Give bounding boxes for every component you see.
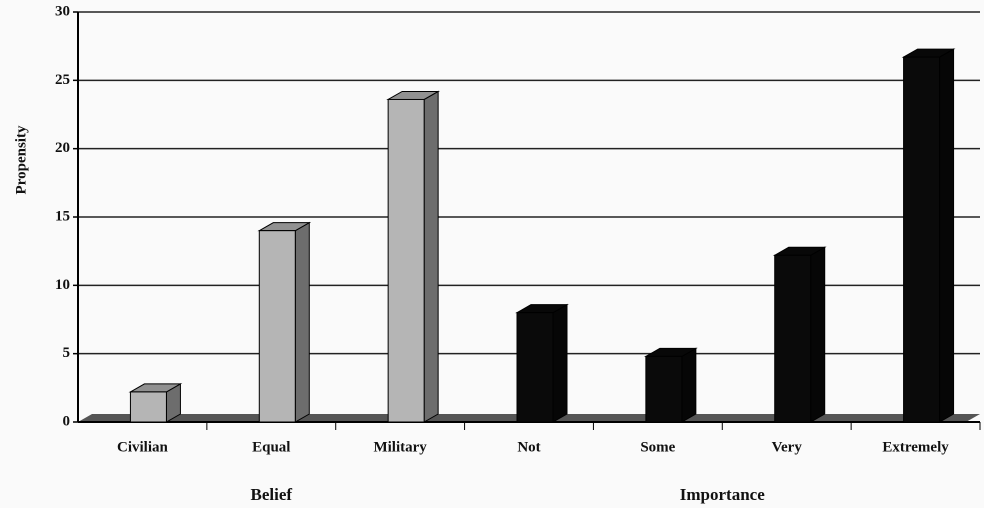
y-tick-label: 15	[55, 208, 70, 224]
group-label: Belief	[251, 485, 293, 504]
bar-front	[387, 98, 425, 423]
x-tick-label: Civilian	[117, 439, 169, 455]
bar-front	[903, 56, 941, 423]
bar	[128, 383, 183, 423]
group-label: Importance	[680, 485, 765, 504]
x-tick-label: Extremely	[882, 439, 949, 455]
bar-side	[423, 90, 439, 423]
y-tick-label: 10	[55, 277, 70, 293]
bar-front	[645, 355, 683, 423]
bar	[515, 303, 569, 423]
bar-front	[129, 391, 167, 423]
bar-side	[681, 347, 697, 423]
bar-side	[939, 48, 955, 423]
y-tick-label: 30	[55, 3, 70, 19]
bar	[901, 48, 956, 423]
y-tick-label: 25	[55, 72, 70, 88]
bar	[386, 90, 441, 423]
y-tick-label: 5	[63, 345, 71, 361]
x-tick-label: Some	[640, 439, 675, 455]
x-tick-label: Not	[517, 439, 540, 455]
bar	[257, 221, 312, 423]
bar-side	[552, 303, 568, 423]
bar-front	[516, 312, 554, 423]
y-tick-label: 0	[63, 413, 71, 429]
bar-front	[774, 254, 812, 423]
bar-side	[294, 221, 310, 423]
bar-side	[810, 246, 826, 423]
bar	[643, 347, 698, 423]
bar-front	[258, 230, 296, 423]
y-axis-label: Propensity	[13, 125, 29, 194]
y-tick-label: 20	[55, 140, 70, 156]
x-tick-label: Very	[772, 439, 803, 455]
x-tick-label: Military	[373, 439, 427, 455]
bar	[772, 246, 827, 423]
x-tick-label: Equal	[252, 439, 290, 455]
